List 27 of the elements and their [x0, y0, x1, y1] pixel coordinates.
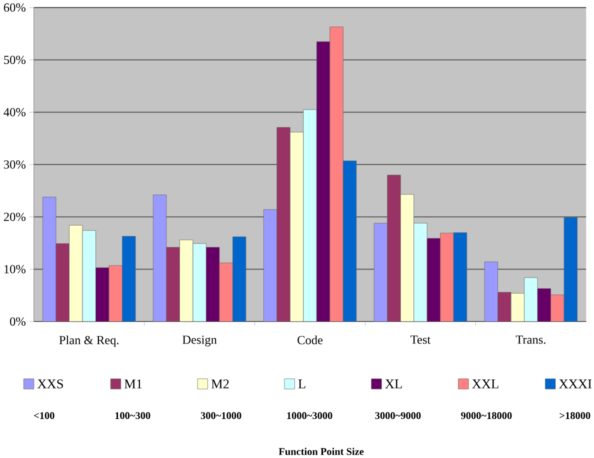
legend-label: XXL	[472, 379, 498, 388]
y-tick-label: 20%	[4, 212, 26, 221]
x-tick-label: Plan & Req.	[59, 335, 118, 347]
y-tick-label: 50%	[4, 56, 26, 64]
text: <100	[34, 412, 54, 419]
legend-label: M1	[124, 379, 142, 388]
text: >18000	[560, 412, 590, 419]
x-tick-label: Test	[410, 335, 431, 344]
legend-label: XXS	[37, 379, 63, 388]
text: 9000~18000	[461, 412, 512, 419]
y-tick-label: 60%	[4, 3, 26, 12]
y-tick-label: 10%	[4, 264, 26, 274]
text: 3000~9000	[375, 412, 421, 419]
text: 1000~3000	[287, 412, 332, 419]
text: 300~1000	[200, 412, 242, 419]
y-tick-label: 40%	[4, 108, 26, 116]
text: 100~300	[115, 412, 150, 419]
y-tick-label: 0%	[10, 317, 26, 326]
x-tick-label: Trans.	[516, 335, 546, 344]
x-tick-label: Design	[182, 335, 217, 346]
legend-label: XL	[385, 379, 402, 388]
x-tick-label: Code	[298, 335, 323, 344]
y-tick-label: 30%	[4, 160, 26, 168]
legend-label: L	[298, 379, 306, 388]
legend-label: M2	[211, 379, 229, 388]
legend-label: XXXI	[559, 379, 592, 388]
text: Function Point Size	[278, 448, 364, 455]
